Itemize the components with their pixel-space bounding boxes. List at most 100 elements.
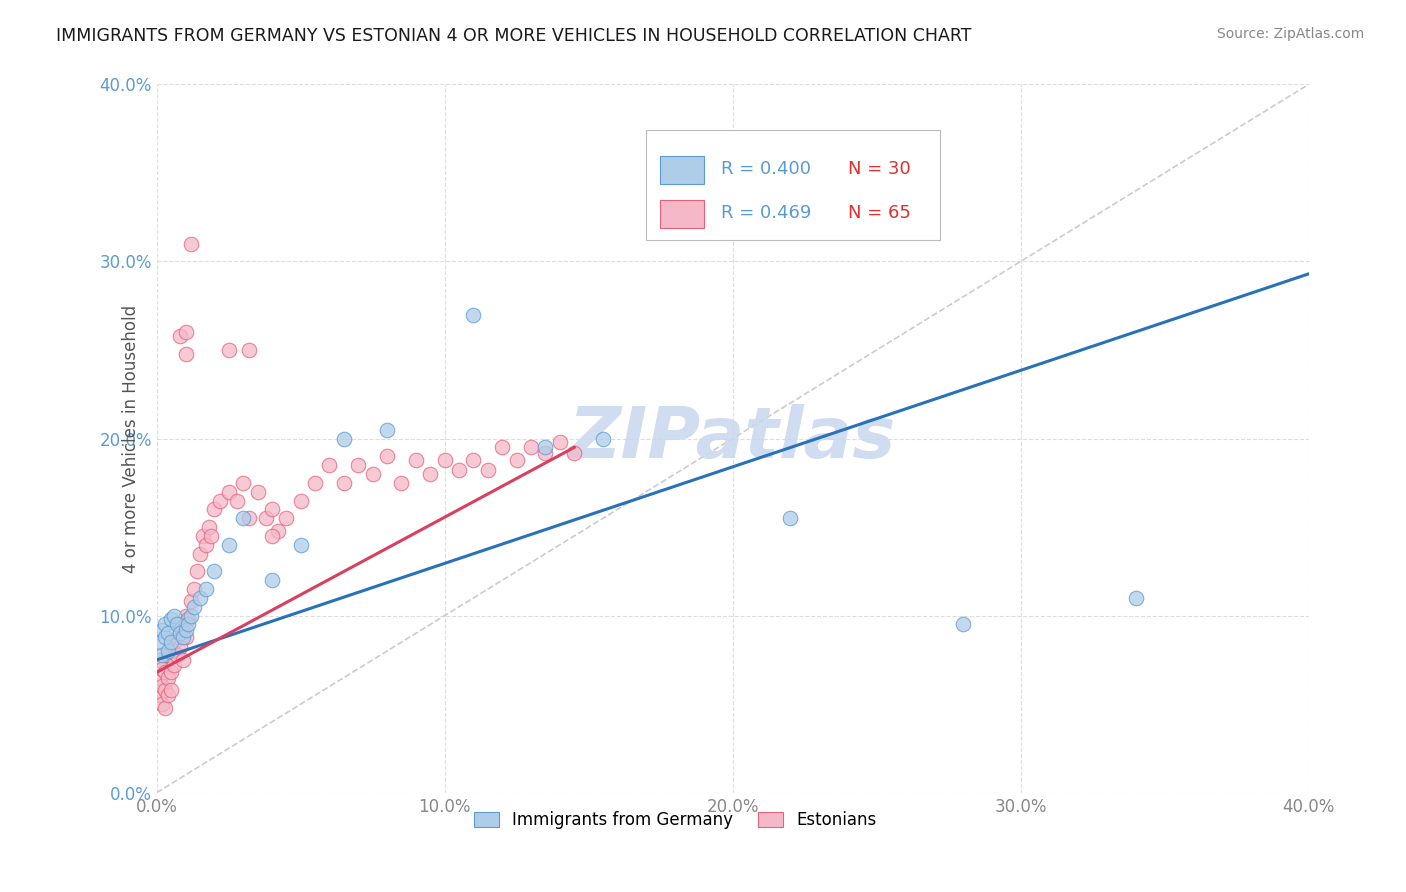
Point bbox=[160, 612, 183, 626]
Point bbox=[433, 452, 456, 467]
Text: Source: ZipAtlas.com: Source: ZipAtlas.com bbox=[1216, 27, 1364, 41]
Point bbox=[174, 608, 197, 623]
Point bbox=[172, 653, 194, 667]
Point bbox=[375, 423, 398, 437]
Point bbox=[505, 452, 527, 467]
Point bbox=[290, 493, 312, 508]
Text: ZIPatlas: ZIPatlas bbox=[569, 404, 897, 473]
Point bbox=[952, 617, 974, 632]
FancyBboxPatch shape bbox=[647, 130, 941, 240]
Text: R = 0.400: R = 0.400 bbox=[721, 160, 811, 178]
Point bbox=[1125, 591, 1147, 605]
Point bbox=[779, 511, 801, 525]
Point bbox=[157, 671, 180, 685]
Point bbox=[166, 630, 188, 644]
Point bbox=[172, 623, 194, 637]
Point bbox=[246, 484, 269, 499]
Point bbox=[160, 635, 183, 649]
Point bbox=[174, 623, 197, 637]
Point bbox=[186, 565, 208, 579]
Point bbox=[391, 475, 413, 490]
Point bbox=[449, 463, 471, 477]
Text: N = 30: N = 30 bbox=[848, 160, 911, 178]
Point bbox=[405, 452, 427, 467]
Point bbox=[163, 608, 186, 623]
Point bbox=[180, 236, 202, 251]
Point bbox=[218, 343, 240, 357]
Point bbox=[477, 463, 499, 477]
Point bbox=[232, 511, 254, 525]
Point bbox=[169, 329, 191, 343]
Point bbox=[155, 617, 177, 632]
Point bbox=[520, 441, 543, 455]
Point bbox=[169, 626, 191, 640]
Point bbox=[149, 653, 172, 667]
Point bbox=[463, 308, 485, 322]
Point bbox=[183, 582, 205, 596]
Point bbox=[155, 665, 177, 680]
Point bbox=[347, 458, 370, 472]
Point bbox=[177, 617, 200, 632]
Point bbox=[157, 644, 180, 658]
Point bbox=[174, 326, 197, 340]
Point bbox=[202, 565, 225, 579]
Text: N = 65: N = 65 bbox=[848, 203, 911, 222]
Point bbox=[260, 573, 283, 587]
Point bbox=[218, 484, 240, 499]
Point bbox=[157, 648, 180, 662]
Point bbox=[183, 599, 205, 614]
Point bbox=[174, 630, 197, 644]
Point bbox=[155, 683, 177, 698]
Point bbox=[202, 502, 225, 516]
Point bbox=[238, 343, 260, 357]
Point bbox=[152, 680, 174, 694]
Point bbox=[375, 449, 398, 463]
Point bbox=[169, 617, 191, 632]
Point bbox=[163, 635, 186, 649]
Point bbox=[152, 662, 174, 676]
Point bbox=[149, 671, 172, 685]
Point bbox=[172, 630, 194, 644]
Point bbox=[260, 502, 283, 516]
Point bbox=[304, 475, 326, 490]
Point bbox=[180, 594, 202, 608]
Point bbox=[194, 538, 217, 552]
Point bbox=[463, 452, 485, 467]
Point bbox=[160, 683, 183, 698]
Point bbox=[157, 688, 180, 702]
Point bbox=[254, 511, 277, 525]
Text: IMMIGRANTS FROM GERMANY VS ESTONIAN 4 OR MORE VEHICLES IN HOUSEHOLD CORRELATION : IMMIGRANTS FROM GERMANY VS ESTONIAN 4 OR… bbox=[56, 27, 972, 45]
Text: R = 0.469: R = 0.469 bbox=[721, 203, 811, 222]
Point bbox=[188, 547, 211, 561]
Point bbox=[276, 511, 298, 525]
Point bbox=[534, 441, 557, 455]
Point bbox=[534, 446, 557, 460]
Point bbox=[174, 346, 197, 360]
Point bbox=[197, 520, 219, 534]
Point bbox=[200, 529, 222, 543]
Point bbox=[169, 640, 191, 655]
Point bbox=[218, 538, 240, 552]
Point bbox=[226, 493, 249, 508]
Point bbox=[188, 591, 211, 605]
Point bbox=[361, 467, 384, 481]
Point bbox=[155, 630, 177, 644]
Point bbox=[191, 529, 214, 543]
Point bbox=[238, 511, 260, 525]
Y-axis label: 4 or more Vehicles in Household: 4 or more Vehicles in Household bbox=[122, 304, 141, 573]
Point bbox=[491, 441, 513, 455]
Point bbox=[157, 626, 180, 640]
Point bbox=[160, 644, 183, 658]
Point bbox=[177, 612, 200, 626]
Point bbox=[562, 446, 585, 460]
Point bbox=[290, 538, 312, 552]
Point bbox=[318, 458, 340, 472]
Point bbox=[152, 697, 174, 711]
Point bbox=[149, 688, 172, 702]
Point bbox=[194, 582, 217, 596]
Point bbox=[419, 467, 441, 481]
Point bbox=[592, 432, 614, 446]
Point bbox=[163, 658, 186, 673]
Point bbox=[266, 524, 288, 538]
Point bbox=[333, 432, 356, 446]
